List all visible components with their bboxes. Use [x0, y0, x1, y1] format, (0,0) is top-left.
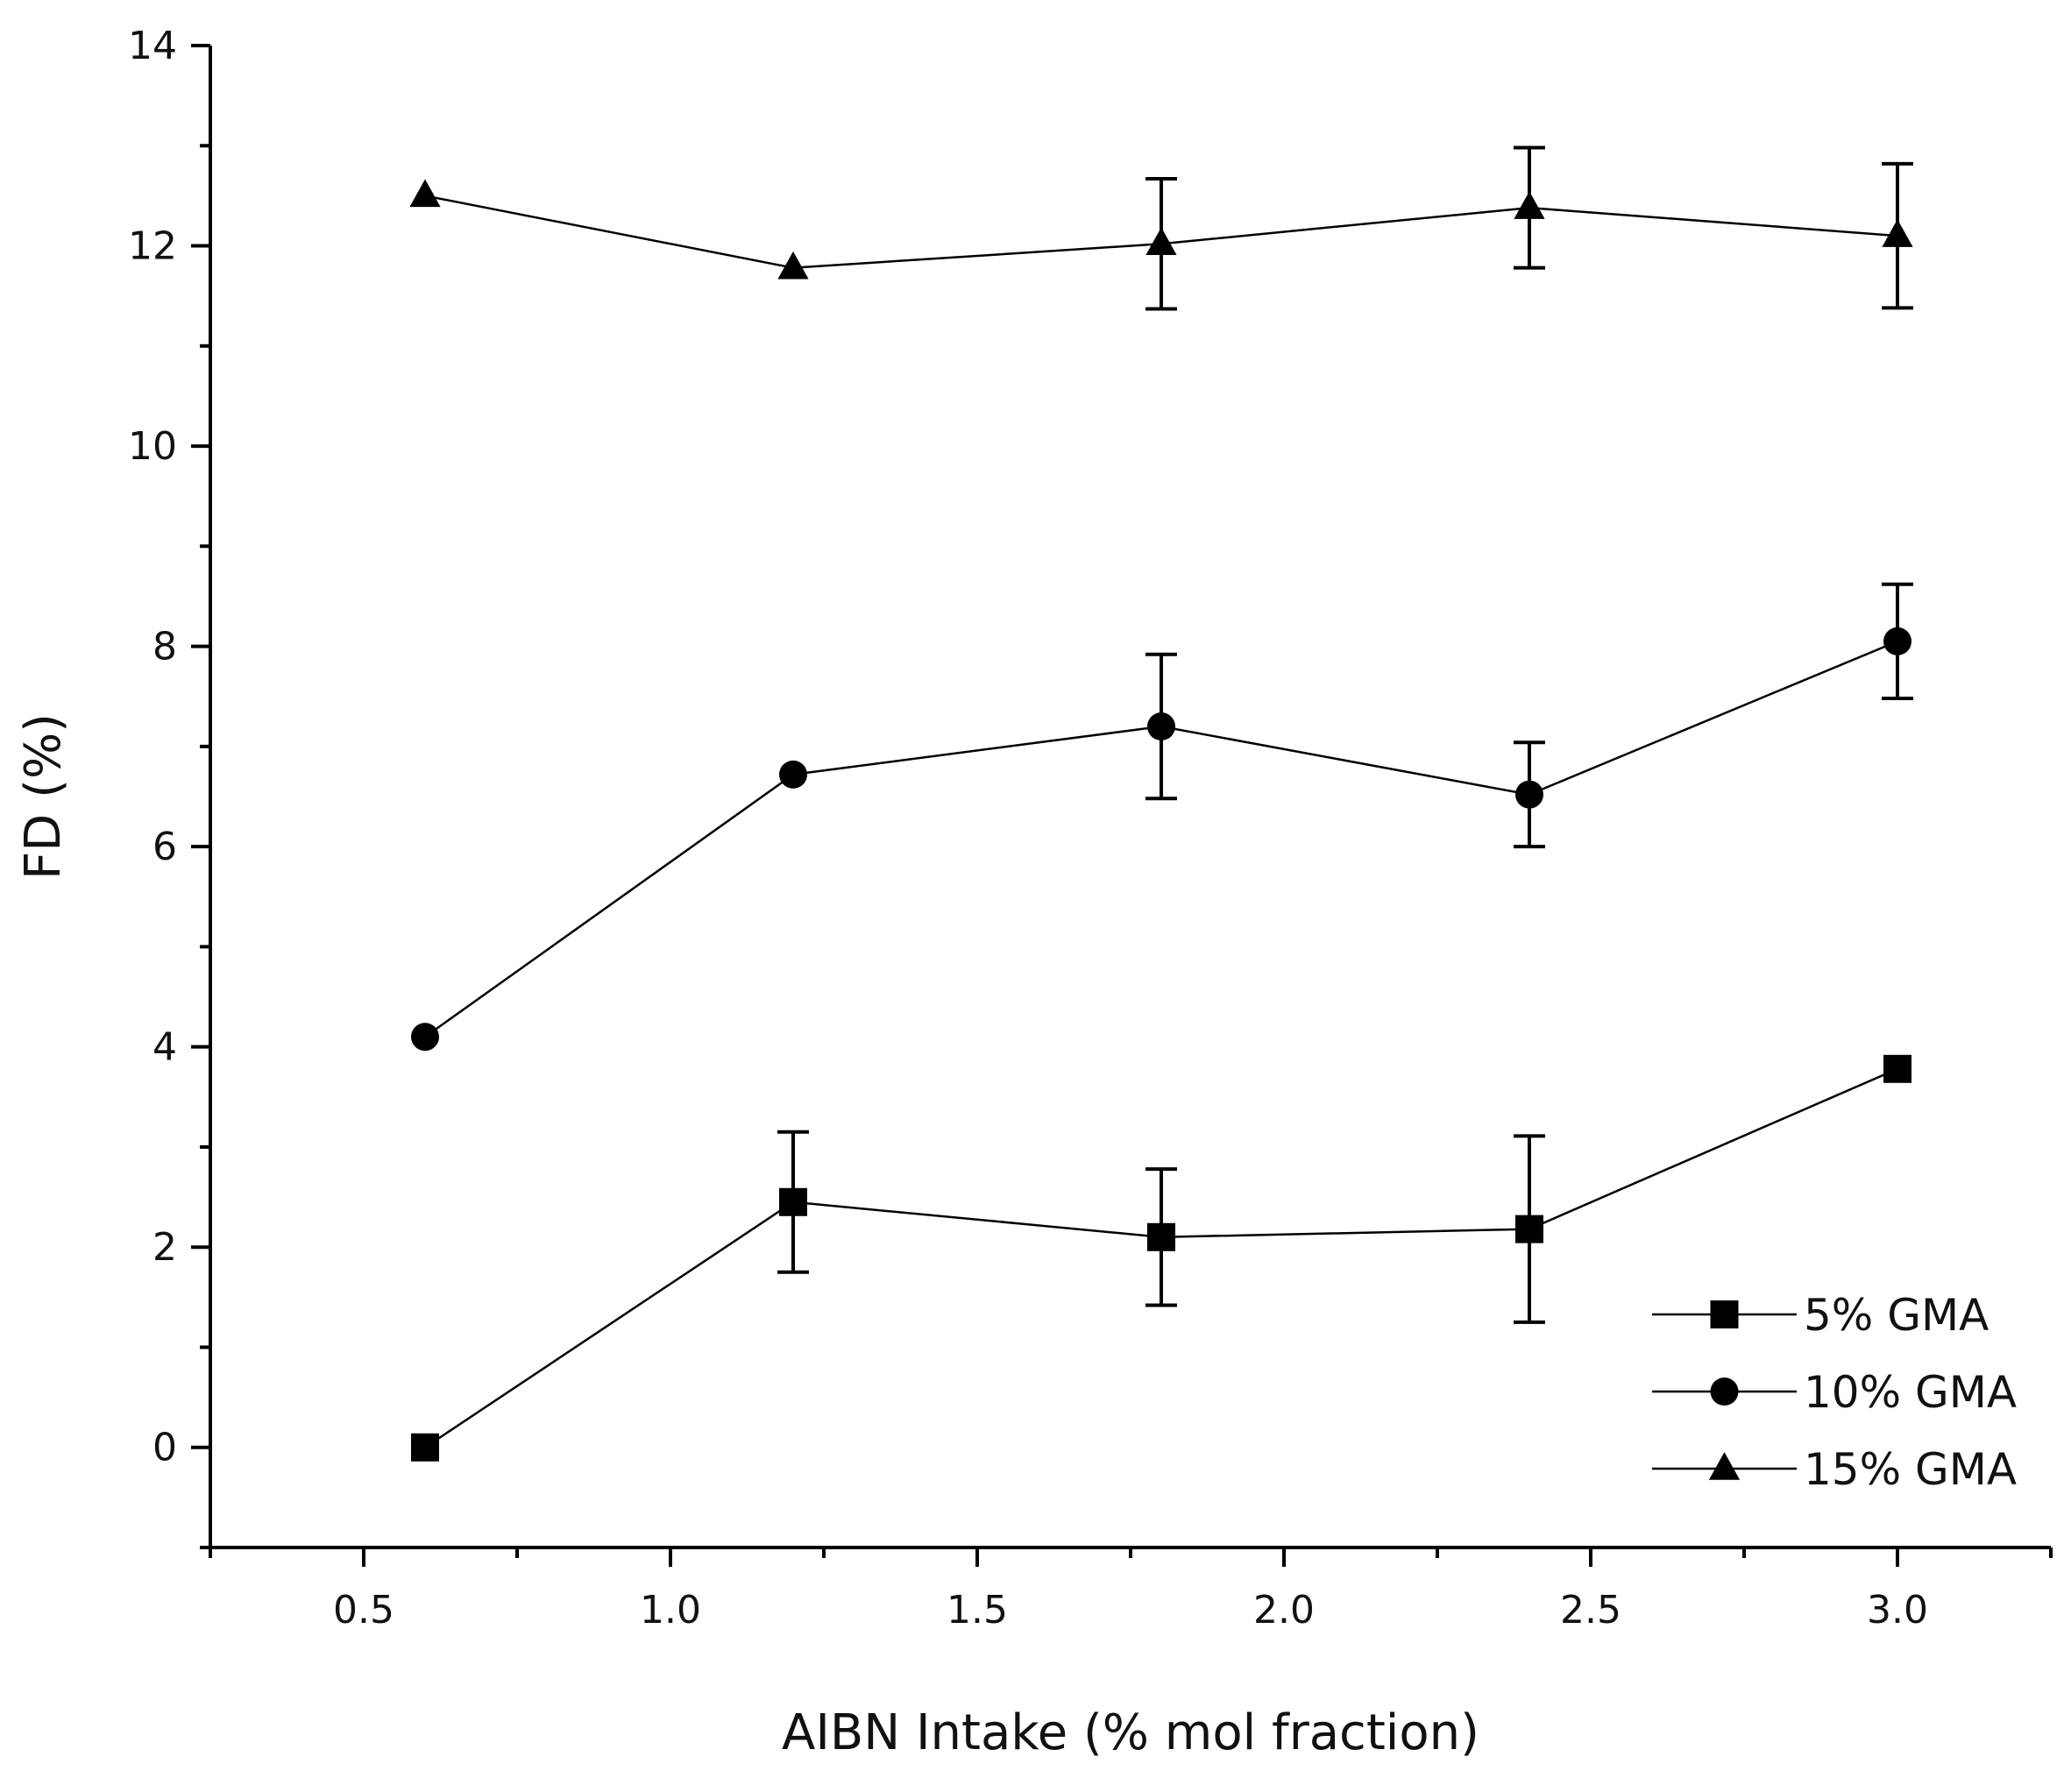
data-point — [1883, 627, 1911, 655]
series-3 — [409, 145, 1913, 311]
legend-item: 5% GMA — [1652, 1290, 1989, 1341]
legend-item: 10% GMA — [1652, 1367, 2017, 1418]
series-1 — [411, 1054, 1911, 1462]
y-tick-label: 0 — [152, 1426, 177, 1470]
data-point — [779, 1187, 807, 1216]
data-point — [1515, 1215, 1543, 1243]
data-point — [409, 179, 441, 208]
x-tick-label: 3.0 — [1867, 1588, 1928, 1633]
y-axis-title: FD (%) — [15, 713, 72, 880]
legend-marker — [1710, 1300, 1739, 1328]
y-tick-label: 12 — [128, 224, 177, 269]
data-point — [411, 1433, 439, 1462]
legend-label: 10% GMA — [1804, 1367, 2017, 1418]
y-tick-label: 2 — [152, 1225, 177, 1270]
x-tick-label: 0.5 — [333, 1588, 394, 1633]
x-tick-label: 1.5 — [947, 1588, 1008, 1633]
legend: 5% GMA 10% GMA 15% GMA — [1652, 1290, 2017, 1495]
data-point — [411, 1023, 439, 1052]
y-tick-label: 6 — [152, 825, 177, 869]
series-2 — [411, 582, 1913, 1052]
data-point — [1514, 191, 1545, 219]
x-tick-label: 1.0 — [640, 1588, 701, 1633]
data-point — [1883, 1054, 1911, 1083]
data-point — [779, 760, 807, 789]
data-point — [1147, 1222, 1175, 1251]
y-tick-label: 4 — [152, 1025, 177, 1070]
series-layer — [409, 145, 1913, 1462]
y-tick-label: 10 — [128, 424, 177, 469]
data-point — [1147, 712, 1175, 741]
data-point — [1882, 219, 1913, 247]
data-point — [1515, 780, 1543, 809]
data-point — [1145, 227, 1177, 256]
x-tick-label: 2.0 — [1253, 1588, 1315, 1633]
y-tick-label: 8 — [152, 625, 177, 669]
y-tick-label: 14 — [128, 24, 177, 68]
legend-label: 15% GMA — [1804, 1444, 2017, 1495]
x-axis-title: AIBN Intake (% mol fraction) — [782, 1704, 1479, 1761]
legend-marker — [1708, 1452, 1741, 1480]
axes: 0 2 4 6 8 10 12 14 0.5 1.0 1.5 2.0 2.5 3.0 — [128, 24, 2053, 1633]
legend-label: 5% GMA — [1804, 1290, 1989, 1341]
legend-item: 15% GMA — [1652, 1444, 2017, 1495]
x-tick-label: 2.5 — [1560, 1588, 1621, 1633]
data-point — [777, 251, 809, 280]
legend-marker — [1710, 1378, 1739, 1406]
